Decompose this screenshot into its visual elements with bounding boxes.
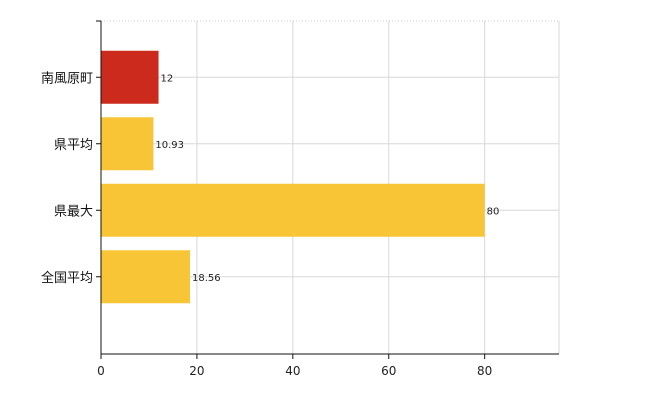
category-label: 南風原町 [41,70,93,86]
labels: 12 南風原町 10.93 県平均 80 県最大 18.56 全国平均 0 20 40 60 80 [41,70,499,378]
category-label: 県最大 [54,204,93,219]
x-tick-label: 80 [477,364,492,378]
bar [101,117,154,171]
data-label: 10.93 [155,140,184,151]
bar [101,50,159,104]
bar [101,183,485,237]
x-tick-label: 60 [381,364,396,378]
data-label: 80 [487,206,500,217]
x-tick-label: 20 [189,364,204,378]
data-label: 18.56 [192,273,221,284]
bar [101,250,191,304]
category-label: 県平均 [54,138,93,153]
x-tick-label: 40 [285,364,300,378]
axes [96,20,559,359]
x-tick-label: 0 [97,364,105,378]
data-label: 12 [161,73,174,84]
bars [101,50,485,304]
category-label: 全国平均 [41,270,93,286]
